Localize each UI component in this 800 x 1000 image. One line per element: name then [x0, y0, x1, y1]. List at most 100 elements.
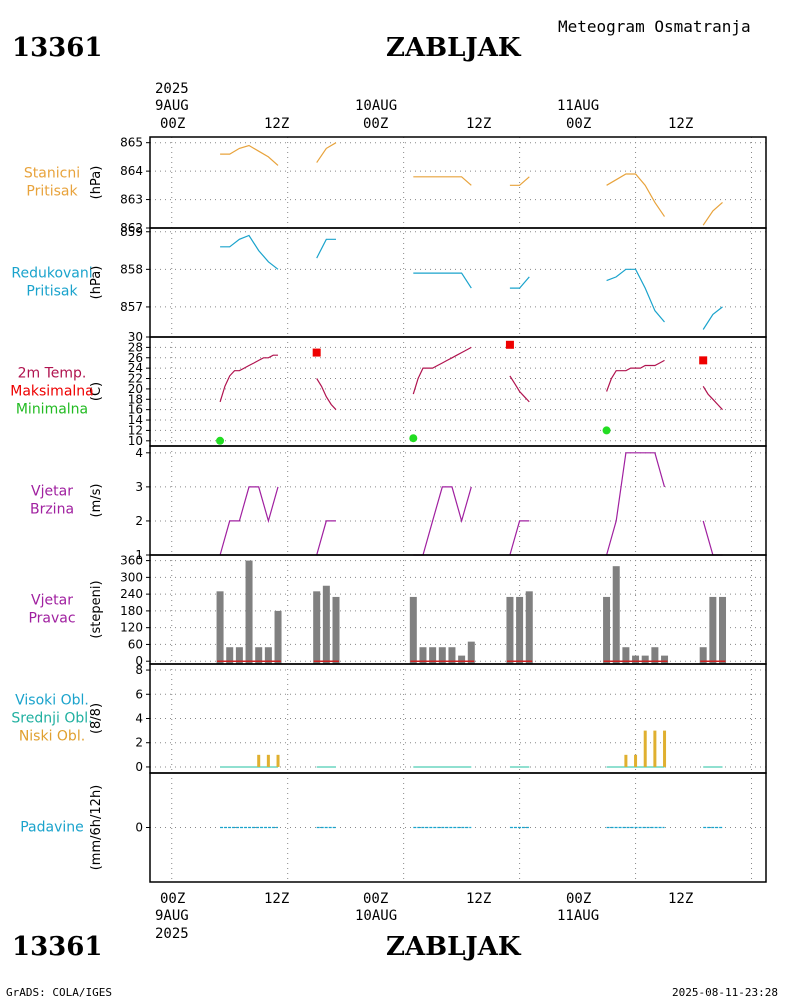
pressure-line [702, 201, 723, 226]
tick-label: 30 [128, 330, 143, 344]
tick-label: 0 [135, 821, 143, 835]
tmax-marker [312, 348, 321, 357]
wind-direction-bar [622, 647, 630, 664]
panel-frame [149, 227, 767, 338]
axis-unit: (8/8) [89, 703, 104, 734]
top-hour-2: 12Z [264, 116, 289, 132]
axis-unit: (m/s) [89, 484, 104, 518]
wind-direction-bar [245, 560, 253, 664]
wind-direction-bar [255, 647, 263, 664]
tick-label: 862 [120, 221, 143, 235]
panel-label: Niski Obl. [19, 729, 85, 745]
top-day-10aug: 10AUG [355, 98, 397, 114]
tick-label: 360 [120, 554, 143, 568]
bottom-hour-3: 00Z [363, 891, 388, 907]
bottom-day-10aug: 10AUG [355, 908, 397, 924]
bottom-hour-5: 00Z [566, 891, 591, 907]
reduced-pressure-line [316, 238, 336, 259]
tick-label: 865 [120, 136, 143, 150]
wind-direction-bar [264, 647, 272, 664]
tick-label: 14 [128, 413, 143, 427]
panel-frame [149, 136, 767, 229]
wind-direction-bar [651, 647, 659, 664]
wind-direction-bar [409, 596, 417, 664]
panel-station_pressure: 865 864 863 862 (hPa) Stanicni Pritisak [24, 136, 767, 235]
panel-frame [149, 772, 767, 883]
tmin-marker [216, 436, 225, 445]
station-name-top: ZABLJAK [386, 33, 522, 63]
panel-wind_direction: 360 300 240 180 120 60 0 (stepeni) Vjetar Pravac [28, 554, 767, 668]
wind-direction-bar [216, 591, 224, 664]
panel-label: Maksimalna [10, 384, 94, 400]
tmin-marker [602, 426, 611, 435]
reduced-pressure-line [413, 272, 472, 289]
wind-direction-bar [322, 585, 330, 664]
panel-label: Pritisak [26, 284, 78, 300]
wind-direction-bar [506, 596, 514, 664]
pressure-line [220, 144, 279, 166]
wind-direction-bar [332, 596, 340, 664]
top-year: 2025 [155, 81, 189, 97]
tick-label: 24 [128, 361, 143, 375]
tick-label: 6 [135, 687, 143, 701]
wind-direction-bar [458, 655, 466, 664]
low-cloud-bar [653, 730, 657, 767]
panel-label: Vjetar [31, 484, 73, 500]
panel-label: Visoki Obl. [15, 693, 89, 709]
tick-label: 180 [120, 604, 143, 618]
panels-layer: 865864863862(hPa)StanicniPritisak8598588… [10, 136, 767, 883]
tmax-marker [699, 356, 708, 365]
panel-wind_speed: 4 3 2 1 (m/s) Vjetar Brzina [30, 445, 767, 562]
tick-label: 4 [135, 712, 143, 726]
tick-label: 20 [128, 382, 143, 396]
tick-label: 16 [128, 403, 143, 417]
bottom-year: 2025 [155, 926, 189, 942]
panel-label: Pritisak [26, 184, 78, 200]
panel-label: 2m Temp. [18, 366, 87, 382]
tick-label: 4 [135, 446, 143, 460]
panel-label: Stanicni [24, 166, 80, 182]
panel-frame [149, 336, 767, 447]
panel-frame [149, 445, 767, 556]
tick-label: 28 [128, 340, 143, 354]
bottom-hour-2: 12Z [264, 891, 289, 907]
bottom-day-9aug: 9AUG [155, 908, 189, 924]
panel-clouds: 8 6 4 2 0 (8/8)Visoki Obl. Srednji Obl. Niski O… [11, 663, 767, 774]
wind-speed-line [413, 486, 472, 556]
tick-label: 22 [128, 372, 143, 386]
low-cloud-bar [266, 754, 270, 767]
tick-label: 2 [135, 514, 143, 528]
panel-label: Brzina [30, 502, 74, 518]
reduced-pressure-line [220, 234, 279, 270]
pressure-line [606, 173, 665, 217]
temperature-line [412, 346, 472, 395]
wind-direction-bar [641, 655, 649, 664]
wind-direction-bar [429, 647, 437, 664]
wind-speed-line [606, 452, 666, 556]
wind-speed-line [509, 520, 530, 556]
panel-reduced_pressure: 859 858 857 (hPa)Redukovani Pritisak [11, 225, 767, 338]
temperature-line [219, 354, 278, 403]
temperature-line [509, 375, 530, 403]
wind-direction-bar [603, 596, 611, 664]
axis-unit: (C) [89, 382, 104, 401]
tick-label: 2 [135, 736, 143, 750]
reduced-pressure-line [606, 268, 665, 323]
tick-label: 60 [128, 637, 143, 651]
panel-label: Vjetar [31, 593, 73, 609]
wind-direction-bar [419, 647, 427, 664]
tick-label: 857 [120, 300, 143, 314]
top-hour-1: 00Z [160, 116, 185, 132]
low-cloud-bar [634, 754, 638, 767]
station-id-bottom: 13361 [12, 932, 102, 962]
bottom-hour-4: 12Z [466, 891, 491, 907]
tick-label: 859 [120, 225, 143, 239]
top-hour-6: 12Z [668, 116, 693, 132]
tick-label: 863 [120, 193, 143, 207]
axis-unit: (mm/6h/12h) [89, 785, 104, 871]
tick-label: 3 [135, 480, 143, 494]
wind-direction-bar [661, 655, 669, 664]
tick-label: 12 [128, 423, 143, 437]
